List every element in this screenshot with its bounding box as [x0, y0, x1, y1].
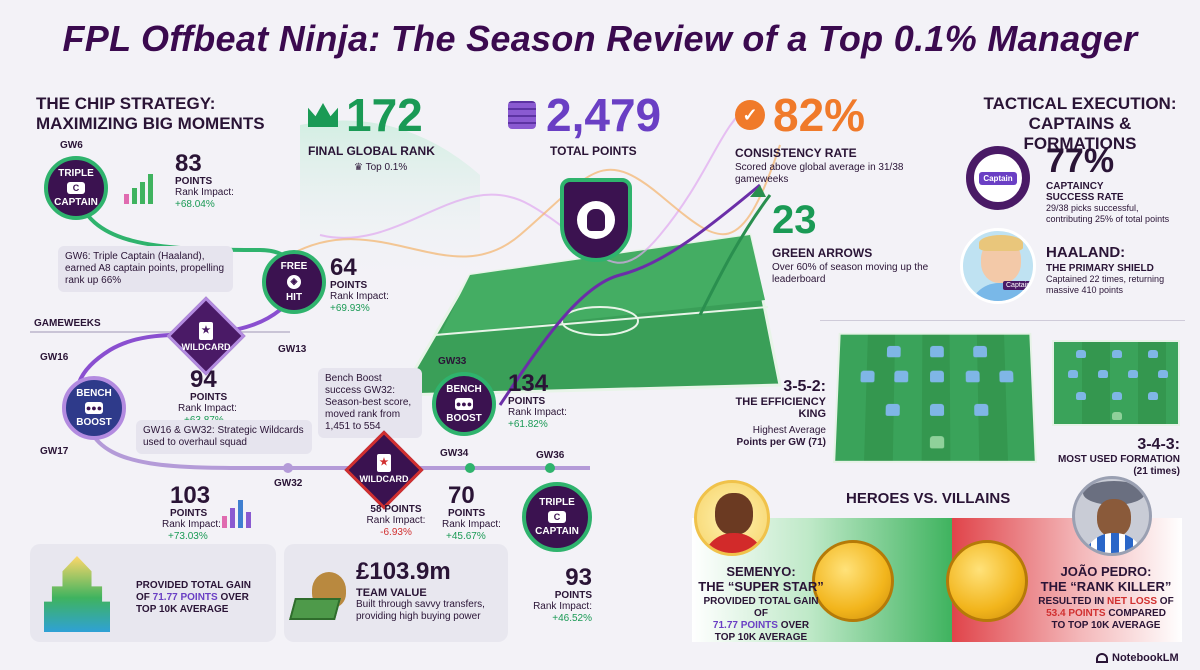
captaincy-stat: 77% CAPTAINCY SUCCESS RATE 29/38 picks su… — [1046, 144, 1186, 225]
check-badge-icon: ✓ — [735, 100, 765, 130]
gold-coin-icon — [812, 540, 894, 622]
chip-heading: THE CHIP STRATEGY: MAXIMIZING BIG MOMENT… — [36, 94, 265, 133]
formation-343-pitch — [1052, 340, 1180, 426]
gold-coin-icon-2 — [946, 540, 1028, 622]
gw36-label: GW36 — [536, 450, 565, 461]
heroes-heading: HEROES VS. VILLAINS — [846, 490, 1011, 507]
gain-panel: PROVIDED TOTAL GAIN OF 71.77 POINTS OVER… — [30, 544, 276, 642]
stat-total-points: 2,479 TOTAL POINTS — [508, 92, 698, 158]
team-value: £103.9m — [356, 558, 451, 585]
semenyo-text: SEMENYO: THE “SUPER STAR” PROVIDED TOTAL… — [698, 564, 824, 643]
arrows-value: 23 — [772, 198, 817, 242]
formation-352-text: 3-5-2: THE EFFICIENCY KING Highest Avera… — [735, 378, 826, 448]
team-value-label: TEAM VALUE — [356, 587, 427, 599]
consistency-label: CONSISTENCY RATE — [735, 146, 857, 160]
star-card-icon-2: ★ — [377, 454, 391, 472]
joao-pedro-text: JOÃO PEDRO: THE “RANK KILLER” RESULTED I… — [1038, 564, 1174, 631]
stat-final-rank: 172 FINAL GLOBAL RANK ♛ Top 0.1% — [308, 92, 498, 174]
semenyo-avatar — [694, 480, 770, 556]
entry-gw36: 93 POINTS Rank Impact: +46.52% — [533, 564, 592, 625]
captain-c-icon: C — [67, 182, 85, 194]
joao-pedro-avatar — [1072, 476, 1152, 556]
gain-text: PROVIDED TOTAL GAIN OF 71.77 POINTS OVER… — [136, 580, 252, 615]
captain-armband-icon: Captain — [966, 146, 1030, 210]
gw33-label: GW33 — [438, 356, 467, 367]
wildcard-label-1: WILDCARD — [181, 342, 231, 352]
trophy-tower-icon — [44, 556, 110, 632]
captain-c-icon-2: C — [548, 511, 566, 523]
consistency-sub: Scored above global average in 31/38 gam… — [735, 162, 904, 185]
formation-343-text: 3-4-3: MOST USED FORMATION (21 times) — [1057, 436, 1180, 477]
captaincy-value: 77% — [1046, 142, 1115, 180]
callout-bench-boost: Bench Boost success GW32: Season-best sc… — [318, 368, 422, 438]
callout-wildcards: GW16 & GW32: Strategic Wildcards used to… — [136, 420, 312, 454]
rank-sub: ♛ Top 0.1% — [354, 162, 408, 173]
callout-gw6: GW6: Triple Captain (Haaland), earned A8… — [58, 246, 233, 292]
crown-icon — [308, 103, 338, 127]
gw17-label: GW17 — [40, 446, 69, 457]
players-icon: ●●● — [85, 402, 103, 414]
premier-league-shield-icon — [560, 178, 632, 262]
points-label: TOTAL POINTS — [550, 144, 637, 158]
shield-icon: ◈ — [287, 275, 301, 289]
players-icon-2: ●●● — [455, 398, 473, 410]
entry-gw33: 134 POINTS Rank Impact: +61.82% — [508, 370, 567, 431]
free-hit-badge: FREE ◈ HIT — [262, 250, 326, 314]
team-value-sub: Built through savvy transfers, providing… — [356, 599, 485, 622]
gw32-label: GW32 — [274, 478, 303, 489]
rank-value: 172 — [346, 89, 423, 141]
gw34-label: GW34 — [440, 448, 469, 459]
notebooklm-logo-icon — [1096, 653, 1108, 663]
points-value: 2,479 — [546, 89, 662, 141]
haaland-title: HAALAND: — [1046, 244, 1126, 261]
bar-chart-icon-2 — [222, 498, 262, 528]
entry-gw16: 94 POINTS Rank Impact: +63.87% — [178, 366, 237, 427]
entry-gw6: 83 POINTS Rank Impact: +68.04% — [175, 150, 234, 211]
tactical-heading: TACTICAL EXECUTION: CAPTAINS & FORMATION… — [983, 94, 1177, 153]
arrows-sub: Over 60% of season moving up the leaderb… — [772, 262, 929, 285]
money-bag-icon — [289, 572, 352, 620]
triple-captain-badge-2: TRIPLE C CAPTAIN — [522, 482, 592, 552]
notebooklm-brand: NotebookLM — [1096, 652, 1179, 664]
rank-label: FINAL GLOBAL RANK — [308, 144, 435, 158]
center-decor — [289, 104, 782, 406]
entry-free-hit: 64 POINTS Rank Impact: +69.93% — [330, 254, 389, 315]
wildcard-label-2: WILDCARD — [359, 474, 409, 484]
divider — [820, 320, 1185, 321]
triple-captain-badge-1: TRIPLE C CAPTAIN — [44, 156, 108, 220]
team-value-panel: £103.9m TEAM VALUE Built through savvy t… — [284, 544, 508, 642]
gw6-label: GW6 — [60, 140, 83, 151]
gw13-label: GW13 — [278, 344, 307, 355]
entry-gw17: 103 POINTS Rank Impact: +73.03% — [162, 482, 221, 543]
stat-green-arrows: 23 GREEN ARROWS Over 60% of season movin… — [772, 200, 942, 286]
consistency-value: 82% — [773, 89, 866, 141]
gameweeks-label: GAMEWEEKS — [34, 318, 101, 329]
entry-gw34: 70 POINTS Rank Impact: +45.67% — [442, 482, 501, 543]
arrows-label: GREEN ARROWS — [772, 246, 873, 260]
entry-gw32: 58 POINTS Rank Impact: -6.93% — [366, 504, 426, 538]
haaland-avatar: Captain — [960, 228, 1036, 304]
star-card-icon: ★ — [199, 322, 213, 340]
page-title: FPL Offbeat Ninja: The Season Review of … — [62, 18, 1138, 59]
bench-boost-badge-1: BENCH ●●● BOOST — [62, 376, 126, 440]
bar-chart-icon — [124, 172, 168, 204]
formation-352-pitch — [833, 332, 1037, 463]
haaland-stat: HAALAND: THE PRIMARY SHIELD Captained 22… — [1046, 244, 1186, 296]
coins-icon — [508, 101, 536, 129]
bench-boost-badge-2: BENCH ●●● BOOST — [432, 372, 496, 436]
stat-consistency: ✓ 82% CONSISTENCY RATE Scored above glob… — [735, 92, 955, 186]
gw16-label: GW16 — [40, 352, 69, 363]
